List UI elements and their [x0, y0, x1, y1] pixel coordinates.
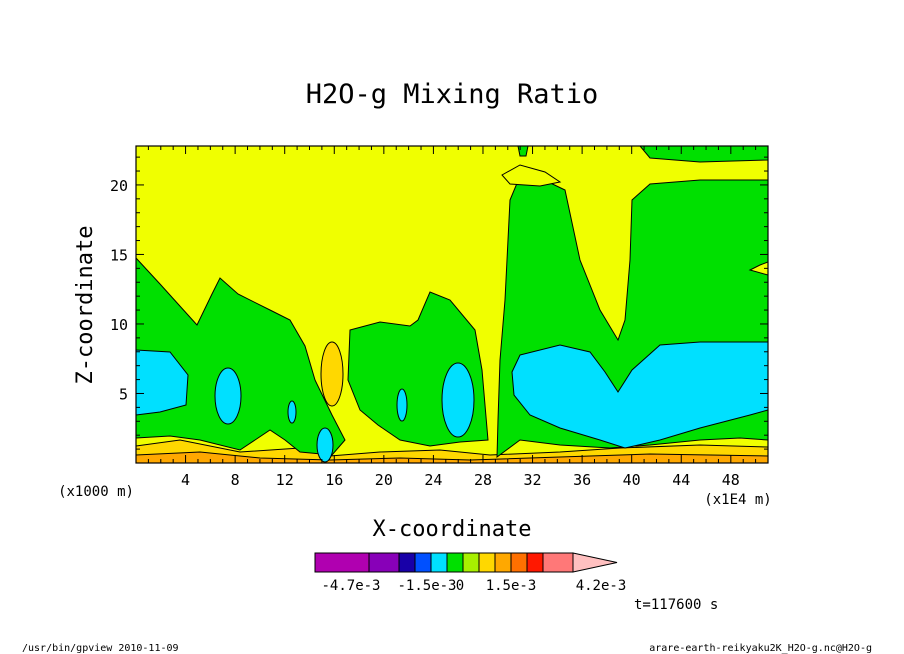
colorbar-swatch: [478, 552, 496, 573]
y-tick-label: 20: [110, 177, 128, 195]
cyan-blob-8: [214, 367, 242, 425]
x-tick-label: 48: [722, 471, 740, 489]
x-tick-label: 16: [325, 471, 343, 489]
plot-field: [136, 146, 768, 463]
colorbar-label: 0: [456, 578, 464, 594]
x-tick-label: 4: [181, 471, 190, 489]
colorbar-swatch: [446, 552, 464, 573]
y-tick-label: 5: [119, 385, 128, 403]
colorbar-swatch: [414, 552, 432, 573]
surface-deep-layer: [136, 451, 768, 463]
y-unit-label: (x1000 m): [58, 484, 134, 500]
y-tick-label: 10: [110, 316, 128, 334]
colorbar-triangle: [572, 552, 618, 573]
chart-title: H2O-g Mixing Ratio: [306, 79, 599, 110]
colorbar-label: 1.5e-3: [486, 578, 537, 594]
yellow-tongue: [501, 164, 562, 187]
x-unit-label: (x1E4 m): [704, 492, 771, 508]
colorbar-swatch: [314, 552, 370, 573]
x-axis-label: X-coordinate: [373, 517, 532, 542]
cyan-blob-15: [316, 427, 334, 463]
x-tick-label: 36: [573, 471, 591, 489]
colorbar-swatch: [462, 552, 480, 573]
time-label: t=117600 s: [634, 597, 718, 613]
x-tick-label: 24: [424, 471, 442, 489]
plot-frame: [135, 145, 769, 464]
colorbar-swatch: [398, 552, 416, 573]
y-axis-label: Z-coordinate: [73, 226, 98, 385]
x-tick-label: 44: [672, 471, 690, 489]
y-axis: 5 10 15 20: [110, 156, 768, 450]
footer-right: arare-earth-reikyaku2K_H2O-g.nc@H2O-g: [649, 643, 872, 654]
cyan-blob-21: [396, 388, 408, 422]
cyan-blob-12: [287, 400, 297, 424]
colorbar-label: -4.7e-3: [321, 578, 380, 594]
colorbar-swatch: [430, 552, 448, 573]
colorbar-swatch: [368, 552, 400, 573]
x-tick-label: 32: [524, 471, 542, 489]
colorbar-swatch: [510, 552, 528, 573]
green-top-strip: [639, 146, 768, 163]
x-axis: 4 8 12 16 20 24 28 32 36 40 44 48: [147, 146, 769, 489]
colorbar-label: 4.2e-3: [576, 578, 627, 594]
cyan-blob-26: [441, 362, 475, 438]
cyan-left-blob: [136, 349, 189, 416]
orange-blob-16: [320, 341, 344, 407]
colorbar-swatch: [526, 552, 544, 573]
x-tick-label: 8: [231, 471, 240, 489]
x-tick-label: 40: [623, 471, 641, 489]
colorbar: -4.7e-3 -1.5e-3 0 1.5e-3 4.2e-3: [314, 552, 627, 594]
cyan-right-blob: [511, 341, 768, 449]
green-top-fleck: [517, 146, 529, 157]
footer-left: /usr/bin/gpview 2010-11-09: [22, 643, 179, 654]
x-tick-label: 20: [375, 471, 393, 489]
x-tick-label: 28: [474, 471, 492, 489]
colorbar-label: -1.5e-3: [397, 578, 456, 594]
x-tick-label: 12: [276, 471, 294, 489]
colorbar-swatch: [542, 552, 574, 573]
colorbar-swatch: [494, 552, 512, 573]
y-tick-label: 15: [110, 246, 128, 264]
